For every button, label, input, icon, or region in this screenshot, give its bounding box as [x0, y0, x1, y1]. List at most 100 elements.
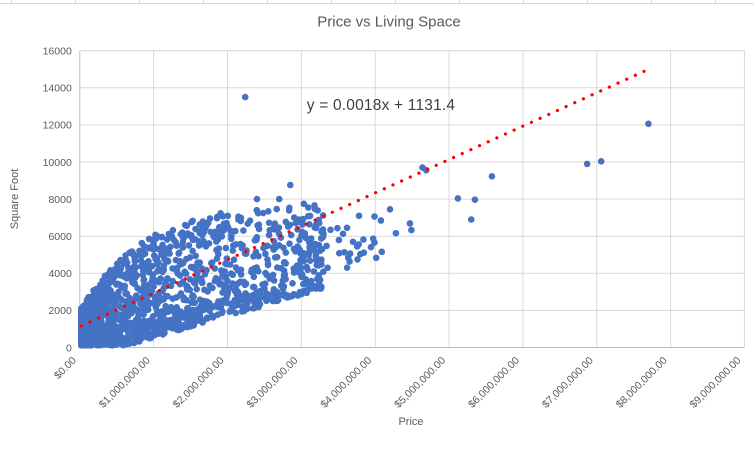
- scatter-point-outlier[interactable]: [360, 236, 367, 243]
- scatter-point[interactable]: [102, 290, 109, 298]
- scatter-point[interactable]: [130, 272, 138, 279]
- scatter-point[interactable]: [305, 204, 312, 211]
- scatter-point[interactable]: [210, 232, 217, 240]
- scatter-point[interactable]: [175, 249, 183, 256]
- scatter-point[interactable]: [320, 268, 327, 276]
- scatter-point[interactable]: [220, 220, 228, 228]
- scatter-point[interactable]: [295, 218, 303, 225]
- scatter-point-outlier[interactable]: [241, 93, 249, 101]
- scatter-point[interactable]: [100, 325, 108, 333]
- scatter-point[interactable]: [300, 257, 308, 265]
- scatter-series[interactable]: [78, 93, 652, 349]
- scatter-point-outlier[interactable]: [354, 256, 361, 263]
- scatter-point[interactable]: [189, 306, 197, 314]
- scatter-point[interactable]: [140, 277, 147, 284]
- scatter-point[interactable]: [129, 303, 137, 311]
- scatter-point[interactable]: [341, 249, 348, 256]
- scatter-point-outlier[interactable]: [343, 264, 351, 272]
- scatter-point[interactable]: [282, 218, 290, 226]
- scatter-point[interactable]: [275, 242, 283, 249]
- scatter-point[interactable]: [97, 281, 104, 289]
- scatter-point[interactable]: [195, 311, 202, 319]
- scatter-point[interactable]: [296, 288, 304, 296]
- scatter-point[interactable]: [327, 226, 334, 234]
- scatter-point[interactable]: [199, 319, 206, 326]
- scatter-point[interactable]: [315, 272, 323, 279]
- scatter-point[interactable]: [237, 271, 245, 278]
- scatter-point[interactable]: [178, 242, 186, 249]
- trendline[interactable]: [79, 68, 649, 328]
- scatter-point[interactable]: [182, 232, 189, 239]
- scatter-point[interactable]: [305, 252, 312, 259]
- scatter-point[interactable]: [286, 240, 293, 247]
- scatter-point[interactable]: [121, 282, 129, 290]
- scatter-point[interactable]: [312, 252, 320, 260]
- scatter-point[interactable]: [145, 323, 152, 331]
- scatter-point[interactable]: [224, 212, 232, 220]
- scatter-point[interactable]: [89, 293, 97, 301]
- scatter-point[interactable]: [150, 246, 157, 253]
- scatter-point[interactable]: [176, 272, 184, 279]
- scatter-point[interactable]: [264, 260, 272, 268]
- scatter-point-outlier[interactable]: [392, 229, 400, 237]
- scatter-point[interactable]: [297, 250, 304, 257]
- scatter-point[interactable]: [318, 228, 325, 236]
- scatter-point[interactable]: [189, 247, 196, 255]
- scatter-point[interactable]: [129, 249, 136, 256]
- scatter-point[interactable]: [300, 200, 308, 208]
- scatter-point[interactable]: [133, 292, 140, 300]
- scatter-point[interactable]: [158, 250, 165, 258]
- scatter-point[interactable]: [100, 298, 108, 306]
- scatter-point[interactable]: [188, 299, 195, 307]
- scatter-point[interactable]: [222, 281, 229, 289]
- scatter-point[interactable]: [116, 267, 124, 275]
- scatter-point[interactable]: [126, 340, 133, 347]
- scatter-point[interactable]: [160, 262, 168, 269]
- scatter-point[interactable]: [315, 219, 323, 227]
- scatter-point[interactable]: [169, 265, 176, 272]
- scatter-point-outlier[interactable]: [349, 238, 357, 246]
- scatter-point[interactable]: [261, 280, 269, 288]
- scatter-point-outlier[interactable]: [583, 160, 591, 168]
- scatter-point[interactable]: [169, 277, 176, 285]
- scatter-point[interactable]: [227, 270, 235, 277]
- scatter-point[interactable]: [133, 332, 141, 340]
- scatter-point[interactable]: [273, 205, 281, 213]
- chart-area[interactable]: $0.00 $1,000,000.00 $2,000,000.00 $3,000,00…: [0, 4, 754, 452]
- scatter-point[interactable]: [285, 207, 293, 214]
- scatter-point[interactable]: [102, 303, 109, 311]
- scatter-point[interactable]: [116, 302, 123, 310]
- scatter-point[interactable]: [220, 271, 227, 278]
- scatter-point[interactable]: [181, 268, 188, 276]
- scatter-point[interactable]: [270, 246, 278, 253]
- scatter-point[interactable]: [265, 219, 273, 227]
- scatter-point[interactable]: [229, 242, 237, 249]
- scatter-point[interactable]: [185, 317, 193, 325]
- scatter-point[interactable]: [195, 237, 203, 245]
- scatter-point[interactable]: [308, 281, 315, 288]
- scatter-point[interactable]: [231, 287, 239, 295]
- scatter-point[interactable]: [140, 267, 147, 275]
- scatter-point[interactable]: [263, 290, 270, 297]
- scatter-point[interactable]: [324, 264, 331, 272]
- scatter-point[interactable]: [173, 294, 180, 301]
- scatter-point[interactable]: [97, 286, 104, 294]
- scatter-point[interactable]: [253, 236, 260, 244]
- scatter-point[interactable]: [372, 254, 380, 262]
- scatter-point[interactable]: [215, 298, 222, 305]
- scatter-point[interactable]: [148, 330, 155, 338]
- scatter-point[interactable]: [206, 307, 213, 315]
- scatter-point[interactable]: [230, 302, 238, 309]
- scatter-point[interactable]: [108, 342, 116, 349]
- scatter-point[interactable]: [307, 235, 315, 242]
- scatter-point[interactable]: [311, 205, 319, 213]
- scatter-point[interactable]: [232, 264, 240, 271]
- scatter-point[interactable]: [304, 212, 312, 220]
- scatter-point[interactable]: [211, 265, 218, 272]
- scatter-point[interactable]: [212, 275, 220, 282]
- scatter-point[interactable]: [164, 308, 172, 316]
- scatter-point[interactable]: [145, 244, 152, 252]
- scatter-point[interactable]: [153, 277, 161, 285]
- scatter-point[interactable]: [123, 290, 131, 298]
- scatter-point[interactable]: [115, 332, 123, 340]
